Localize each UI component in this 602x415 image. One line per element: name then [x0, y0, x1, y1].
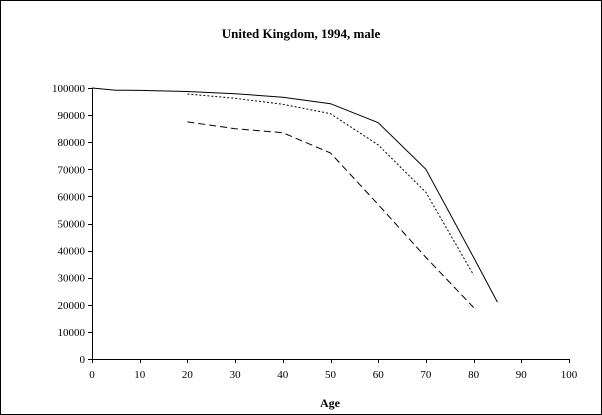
- series-line-dotted: [187, 93, 475, 276]
- x-tick-label: 40: [277, 369, 289, 381]
- x-tick-label: 10: [134, 369, 146, 381]
- series-line-dashed: [187, 121, 474, 308]
- x-tick-label: 30: [230, 369, 242, 381]
- x-tick-label: 70: [420, 369, 432, 381]
- x-axis-label: Age: [320, 396, 341, 410]
- series-line-solid: [91, 87, 498, 303]
- y-tick-label: 50000: [58, 219, 86, 231]
- x-tick-label: 90: [516, 369, 528, 381]
- x-axis-ticks: 0 10 20 30 40 50 60 70 80 90 100: [89, 359, 578, 381]
- y-tick-label: 80000: [58, 137, 86, 149]
- chart-title: United Kingdom, 1994, male: [222, 26, 381, 41]
- y-tick-label: 20000: [58, 300, 86, 312]
- x-tick-label: 100: [561, 369, 578, 381]
- y-axis-ticks: 0 10000 20000 30000 40000 50000 60000 70000 8000…: [52, 83, 92, 366]
- x-tick-label: 80: [468, 369, 480, 381]
- series-group: [91, 87, 498, 308]
- x-tick-label: 60: [373, 369, 385, 381]
- x-tick-label: 20: [182, 369, 194, 381]
- y-tick-label: 100000: [52, 83, 86, 95]
- y-tick-label: 40000: [58, 246, 86, 258]
- x-tick-label: 0: [89, 369, 95, 381]
- y-tick-label: 10000: [58, 327, 86, 339]
- y-tick-label: 70000: [58, 164, 86, 176]
- x-tick-label: 50: [325, 369, 337, 381]
- y-tick-label: 90000: [58, 110, 86, 122]
- y-tick-label: 0: [80, 354, 86, 366]
- y-tick-label: 60000: [58, 191, 86, 203]
- y-tick-label: 30000: [58, 273, 86, 285]
